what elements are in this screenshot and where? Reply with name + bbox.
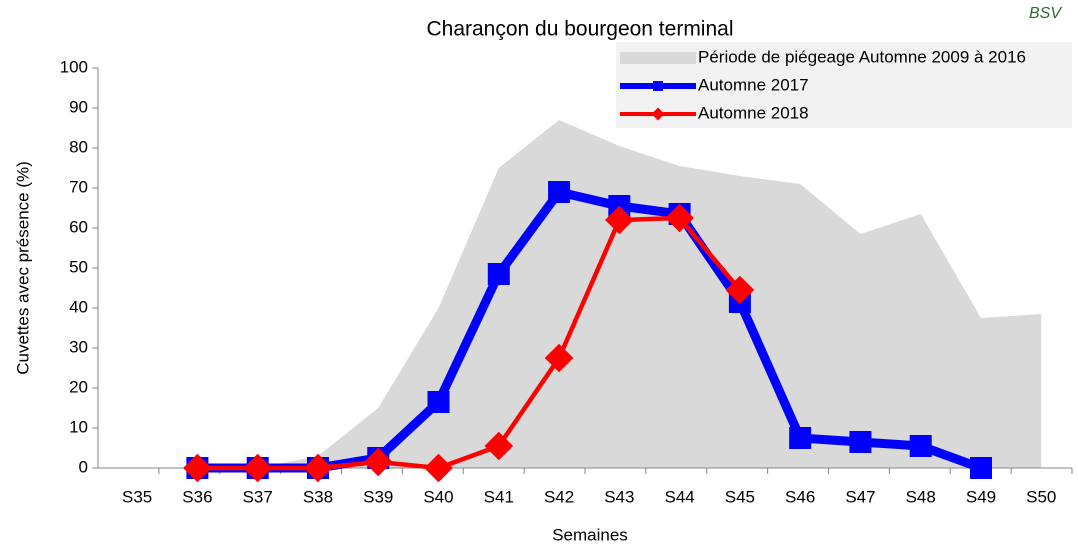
y-tick-label: 50 bbox=[69, 257, 88, 276]
area bbox=[197, 120, 1042, 468]
legend-label: Période de piégeage Automne 2009 à 2016 bbox=[698, 47, 1026, 66]
marker bbox=[849, 431, 872, 453]
marker bbox=[487, 263, 510, 285]
y-tick-label: 40 bbox=[69, 297, 88, 316]
marker bbox=[243, 453, 272, 483]
y-tick-label: 60 bbox=[69, 217, 88, 236]
marker bbox=[653, 81, 663, 91]
y-tick-label: 80 bbox=[69, 137, 88, 156]
marker bbox=[665, 203, 694, 233]
x-axis-title: Semaines bbox=[552, 525, 628, 544]
chart-title: Charançon du bourgeon terminal bbox=[426, 18, 733, 41]
x-tick-label: S43 bbox=[604, 487, 634, 506]
y-tick-label: 20 bbox=[69, 377, 88, 396]
x-tick-label: S42 bbox=[544, 487, 574, 506]
marker bbox=[424, 453, 453, 483]
x-tick-label: S45 bbox=[725, 487, 755, 506]
marker bbox=[303, 453, 333, 483]
x-tick-label: S35 bbox=[122, 487, 152, 506]
y-tick-label: 10 bbox=[69, 417, 88, 436]
marker bbox=[544, 343, 574, 373]
legend-label: Automne 2018 bbox=[698, 103, 809, 122]
y-tick-label: 100 bbox=[60, 57, 88, 76]
x-tick-label: S50 bbox=[1026, 487, 1056, 506]
marker bbox=[363, 447, 393, 477]
y-tick-label: 0 bbox=[79, 457, 88, 476]
marker bbox=[548, 181, 571, 203]
y-tick-label: 90 bbox=[69, 97, 88, 116]
legend-swatch bbox=[620, 52, 696, 64]
marker bbox=[484, 431, 514, 461]
x-tick-label: S38 bbox=[303, 487, 333, 506]
logo: BSV bbox=[1029, 5, 1062, 22]
y-tick-label: 30 bbox=[69, 337, 88, 356]
marker bbox=[909, 435, 932, 457]
x-tick-label: S41 bbox=[484, 487, 514, 506]
marker bbox=[969, 457, 992, 479]
x-tick-label: S49 bbox=[966, 487, 996, 506]
legend-label: Automne 2017 bbox=[698, 75, 809, 94]
x-tick-label: S37 bbox=[243, 487, 273, 506]
x-tick-label: S47 bbox=[845, 487, 875, 506]
y-axis-title: Cuvettes avec présence (%) bbox=[13, 161, 32, 375]
marker bbox=[651, 107, 665, 121]
marker bbox=[427, 391, 450, 413]
marker bbox=[789, 427, 812, 449]
x-tick-label: S48 bbox=[906, 487, 936, 506]
x-tick-label: S36 bbox=[182, 487, 212, 506]
x-tick-label: S44 bbox=[664, 487, 694, 506]
marker bbox=[725, 275, 755, 305]
x-tick-label: S39 bbox=[363, 487, 393, 506]
marker bbox=[183, 453, 212, 483]
marker bbox=[605, 205, 634, 235]
x-tick-label: S40 bbox=[423, 487, 453, 506]
series-line bbox=[197, 215, 742, 471]
y-tick-label: 70 bbox=[69, 177, 88, 196]
x-tick-label: S46 bbox=[785, 487, 815, 506]
